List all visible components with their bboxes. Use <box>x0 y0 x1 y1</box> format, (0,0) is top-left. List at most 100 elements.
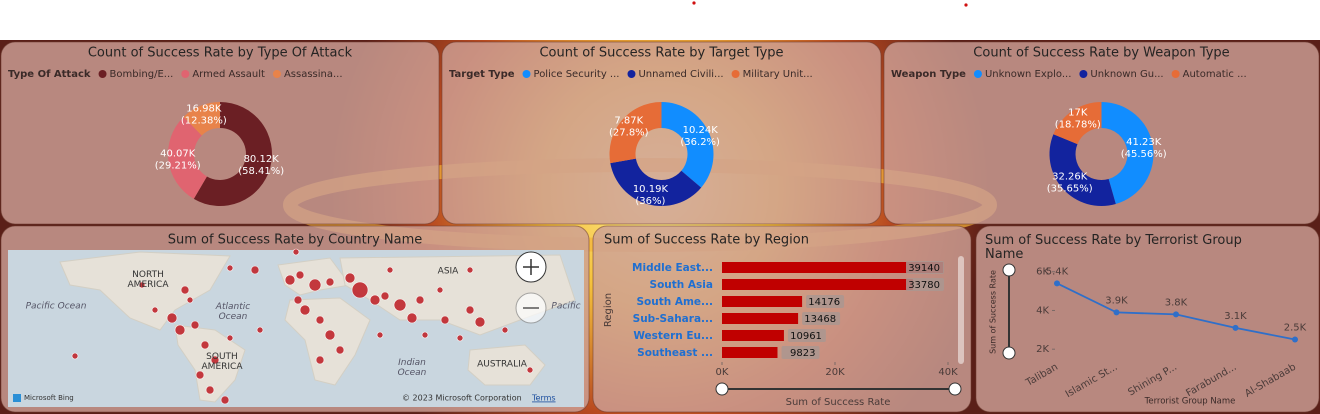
data-label: 9823 <box>790 348 815 359</box>
chart-title: Count of Success Rate by Target Type <box>539 46 783 61</box>
bar <box>722 296 803 307</box>
map-bubble <box>195 370 205 380</box>
map-label: SOUTH AMERICA <box>202 352 244 372</box>
chart-title: Sum of Success Rate by Region <box>604 233 809 248</box>
map-bubble <box>220 395 230 405</box>
y-tick-label: 2K <box>1036 344 1049 355</box>
legend-title: Type Of Attack <box>8 69 91 80</box>
data-label-bg <box>906 278 944 291</box>
data-label-percent: (36%) <box>635 196 665 207</box>
data-label-percent: (58.41%) <box>238 166 284 177</box>
y-tick-label: Southeast ... <box>637 347 713 359</box>
map-bubble <box>166 312 178 324</box>
map-bubble <box>324 329 336 341</box>
legend-entry: Armed Assault <box>192 69 265 80</box>
bar <box>722 330 784 341</box>
map-bubble <box>71 352 79 360</box>
map-bubble <box>174 324 186 336</box>
data-label-bg <box>806 295 845 308</box>
legend-marker <box>1171 70 1180 78</box>
bar <box>722 313 799 324</box>
data-label-percent: (12.38%) <box>181 116 227 127</box>
x-tick-label: 40K <box>938 367 958 378</box>
attribution-link[interactable]: Terms <box>531 394 556 403</box>
slider-handle[interactable] <box>1002 263 1016 277</box>
data-label-bg <box>802 312 841 325</box>
bar <box>722 262 944 273</box>
data-label-bg <box>906 261 944 274</box>
legend-marker <box>181 70 190 78</box>
map-land <box>174 324 246 403</box>
legend-entry: Unnamed Civili... <box>638 69 723 80</box>
map-bubble <box>351 281 369 299</box>
map-bubble <box>226 264 234 272</box>
map-bubble <box>465 305 475 315</box>
map-bubble <box>421 331 429 339</box>
map-bubble <box>386 266 394 274</box>
map-bubble <box>393 298 407 312</box>
map-bubble <box>466 266 474 274</box>
donut-slice <box>609 102 662 164</box>
data-label: 41.23K <box>1126 137 1162 148</box>
slider-handle[interactable] <box>715 382 729 396</box>
map-bubble <box>292 248 300 256</box>
top-dot <box>964 3 968 7</box>
y-tick-label: 4K <box>1036 305 1049 316</box>
map-bubble <box>186 296 194 304</box>
data-label-percent: (18.78%) <box>1055 120 1101 131</box>
data-label: 7.87K <box>614 116 643 127</box>
data-label-bg <box>787 329 826 342</box>
map-bubble <box>501 326 509 334</box>
data-label: 32.26K <box>1052 171 1088 182</box>
bar <box>722 347 778 358</box>
line-point <box>1054 280 1060 287</box>
data-label: 3.9K <box>1105 295 1128 306</box>
map-bubble <box>180 285 190 295</box>
legend-entry: Unknown Gu... <box>1090 69 1163 80</box>
slider-handle[interactable] <box>948 382 962 396</box>
data-label: 2.5K <box>1284 323 1307 334</box>
y-axis-title: Sum of Success Rate <box>989 270 998 354</box>
legend-entry: Military Unit... <box>743 69 813 80</box>
line-point <box>1232 324 1239 331</box>
data-label: 33780 <box>908 280 940 291</box>
map-bubble <box>440 315 450 325</box>
data-label: 40.07K <box>160 148 196 159</box>
map-bubble <box>436 286 444 294</box>
map-label: Indian Ocean <box>398 358 427 378</box>
donut-slice <box>1101 102 1154 204</box>
data-label: 3.1K <box>1224 311 1247 322</box>
slider-handle[interactable] <box>1002 346 1016 360</box>
legend-entry: Automatic ... <box>1183 69 1247 80</box>
data-label-percent: (45.56%) <box>1121 149 1167 160</box>
panel <box>975 225 1320 413</box>
line-point <box>1292 336 1298 343</box>
x-tick-label: 0K <box>716 367 729 378</box>
map-land <box>467 344 546 386</box>
legend-marker <box>522 70 531 78</box>
map-bubble <box>376 331 384 339</box>
y-tick-label: South Ame... <box>636 296 713 308</box>
x-axis-title: Terrorist Group Name <box>1144 397 1236 407</box>
map-bubble <box>344 272 356 284</box>
map-bubble <box>205 385 215 395</box>
legend-title: Target Type <box>449 69 515 80</box>
y-tick-label: 6K <box>1036 267 1049 278</box>
map-bubble <box>138 281 146 289</box>
legend-marker <box>731 70 740 78</box>
bar <box>722 279 913 290</box>
legend-entry: Unknown Explo... <box>985 69 1071 80</box>
y-axis-title: Region <box>603 293 614 327</box>
donut-slice <box>193 102 273 206</box>
map-label: ASIA <box>438 267 460 277</box>
legend-marker <box>98 70 107 78</box>
map-bubble <box>380 291 390 301</box>
data-label-percent: (36.2%) <box>680 137 720 148</box>
data-label: 3.8K <box>1165 297 1188 308</box>
y-tick-label: Sub-Sahara... <box>633 313 713 325</box>
panel <box>0 41 440 225</box>
map-bubble <box>308 278 322 292</box>
map-label: AUSTRALIA <box>477 360 528 370</box>
map-bubble <box>474 316 486 328</box>
